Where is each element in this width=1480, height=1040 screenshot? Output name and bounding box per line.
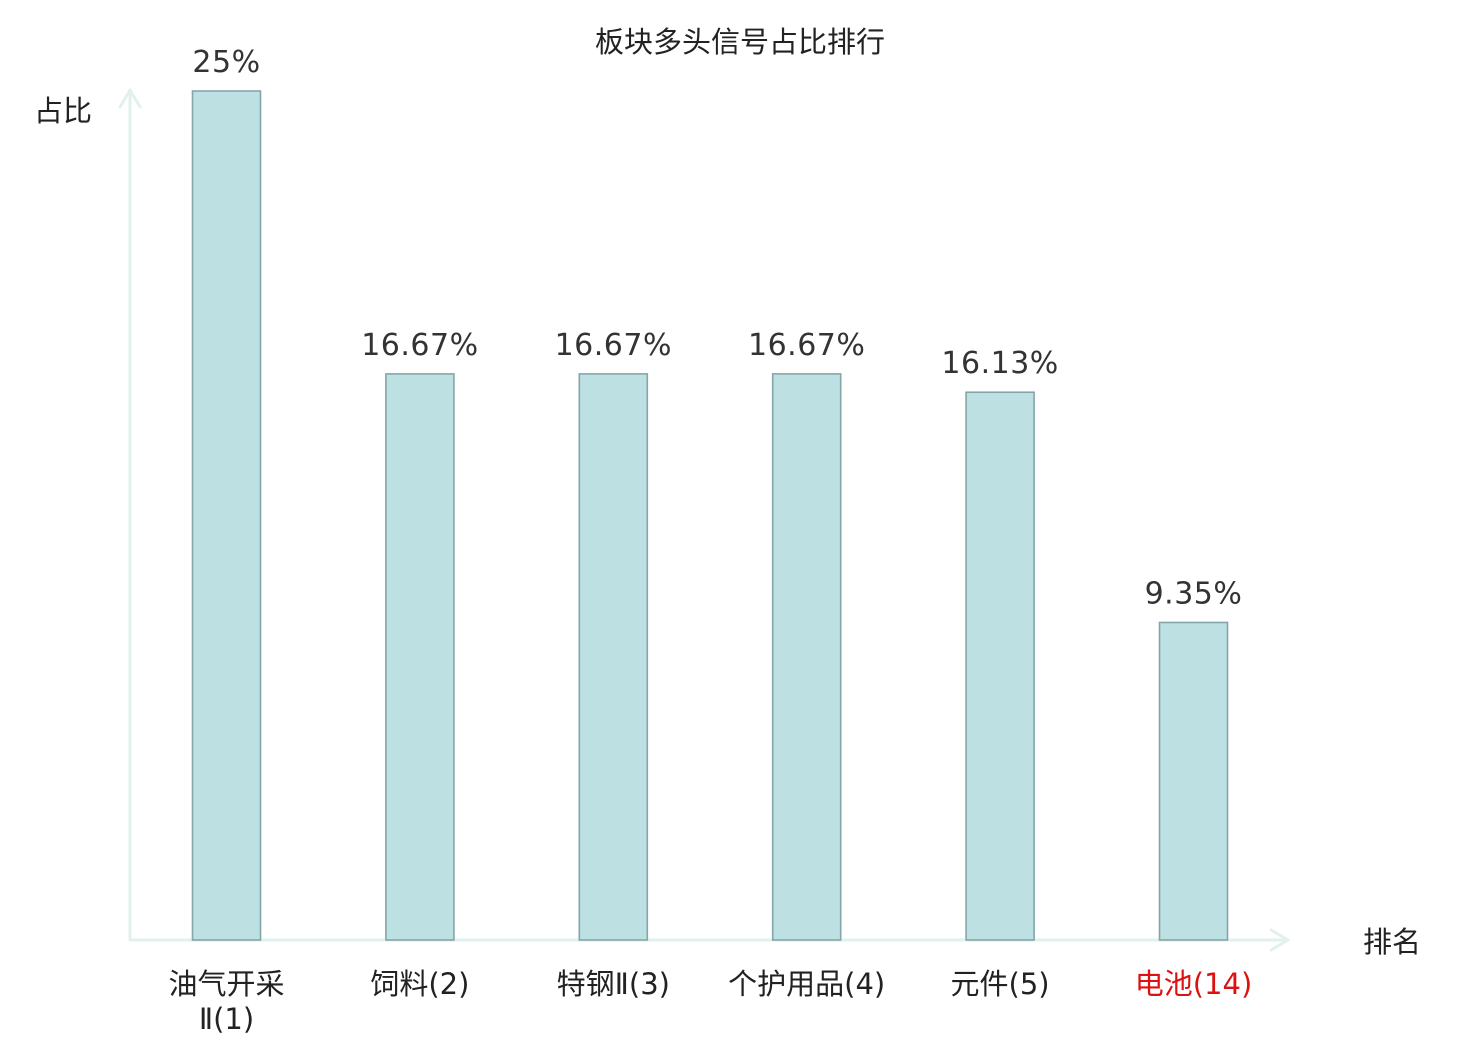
bars-group — [191, 90, 1229, 941]
value-label: 25% — [192, 45, 260, 80]
category-label: 电池(14) — [1135, 967, 1253, 1001]
value-label: 16.67% — [555, 328, 672, 363]
x-axis-label: 排名 — [1363, 925, 1421, 959]
category-label: 饲料(2) — [370, 967, 469, 1001]
bar — [578, 373, 649, 941]
category-label-line: 元件(5) — [951, 967, 1050, 1001]
bar — [1158, 621, 1229, 941]
value-label: 16.13% — [941, 346, 1058, 381]
value-label: 16.67% — [748, 328, 865, 363]
category-label: 油气开采 Ⅱ(1) — [168, 967, 284, 1036]
chart-title: 板块多头信号占比排行 — [595, 25, 885, 59]
value-labels-group: 25% 16.67% 16.67% 16.67% 16.13% 9.35% — [192, 45, 1242, 611]
category-label-line: 个护用品(4) — [728, 967, 885, 1001]
category-label: 个护用品(4) — [728, 967, 885, 1001]
bar — [771, 373, 842, 941]
y-axis-arrow — [118, 88, 142, 109]
bar — [191, 90, 262, 941]
category-label: 元件(5) — [951, 967, 1050, 1001]
axes — [118, 88, 1290, 952]
x-axis-arrow — [1269, 928, 1290, 952]
category-label-line: 特钢Ⅱ(3) — [557, 967, 670, 1001]
category-label-line: 电池(14) — [1135, 967, 1253, 1001]
category-label-line: 饲料(2) — [370, 967, 469, 1001]
y-axis-label: 占比 — [34, 94, 92, 128]
category-labels-group: 油气开采 Ⅱ(1) 饲料(2) 特钢Ⅱ(3) 个护用品(4) 元件(5) 电池(14) — [168, 967, 1252, 1036]
bar — [385, 373, 455, 941]
value-label: 16.67% — [361, 328, 478, 363]
bar — [965, 391, 1035, 941]
value-label: 9.35% — [1145, 576, 1243, 611]
category-label-line: Ⅱ(1) — [199, 1002, 254, 1036]
category-label: 特钢Ⅱ(3) — [557, 967, 670, 1001]
category-label-line: 油气开采 — [168, 967, 284, 1001]
